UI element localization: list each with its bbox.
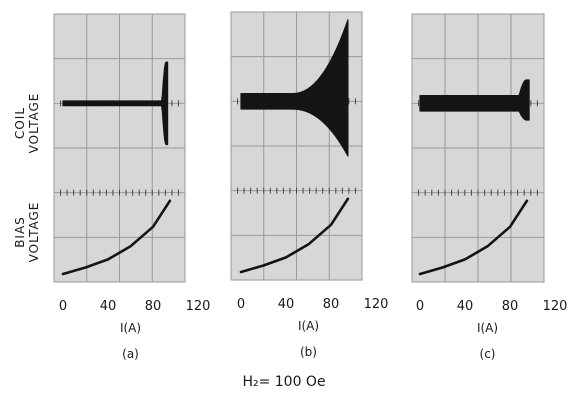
x-tick-label: 0	[237, 297, 245, 312]
x-tick-label: 40	[100, 299, 117, 314]
bias-voltage-trace-c	[418, 199, 529, 276]
x-tick-label: 80	[323, 297, 340, 312]
bias-voltage-trace-a	[61, 199, 172, 276]
panel-label: (b)	[300, 345, 317, 359]
panels-group: 0 40 80 120 I(A) (a) 0 40 80 120 I(A) (b) 0 40 80 120 I(…	[53, 11, 568, 361]
x-axis-label: I(A)	[477, 321, 498, 335]
x-tick-label: 120	[364, 297, 389, 312]
bias-voltage-trace-b	[239, 197, 350, 274]
coil-voltage-trace-b	[240, 19, 349, 157]
panel-c: 0 40 80 120 I(A) (c)	[411, 13, 568, 361]
bias-minor-ticks	[60, 189, 179, 196]
panel-label: (c)	[480, 347, 496, 361]
coil-voltage-trace-a	[62, 61, 169, 146]
x-tick-label: 80	[145, 299, 162, 314]
bias-voltage-label-line1: BIAS	[13, 216, 27, 248]
x-axis-label: I(A)	[298, 319, 319, 333]
x-tick-label: 120	[186, 299, 211, 314]
coil-voltage-label-line1: COIL	[13, 107, 27, 139]
bias-minor-ticks	[237, 187, 356, 194]
coil-voltage-trace-c	[419, 79, 530, 121]
panel-b: 0 40 80 120 I(A) (b)	[230, 11, 389, 359]
x-axis-label: I(A)	[120, 321, 141, 335]
x-tick-label: 40	[457, 299, 474, 314]
x-tick-label: 0	[416, 299, 424, 314]
panel-a: 0 40 80 120 I(A) (a)	[53, 13, 211, 361]
x-tick-label: 120	[543, 299, 568, 314]
panel-label: (a)	[122, 347, 139, 361]
x-tick-label: 0	[59, 299, 67, 314]
x-tick-label: 40	[278, 297, 295, 312]
bias-voltage-label-line2: VOLTAGE	[27, 202, 41, 263]
x-tick-label: 80	[502, 299, 519, 314]
field-caption: H₂= 100 Oe	[242, 374, 325, 390]
coil-voltage-label-line2: VOLTAGE	[27, 93, 41, 154]
bias-minor-ticks	[418, 189, 538, 196]
